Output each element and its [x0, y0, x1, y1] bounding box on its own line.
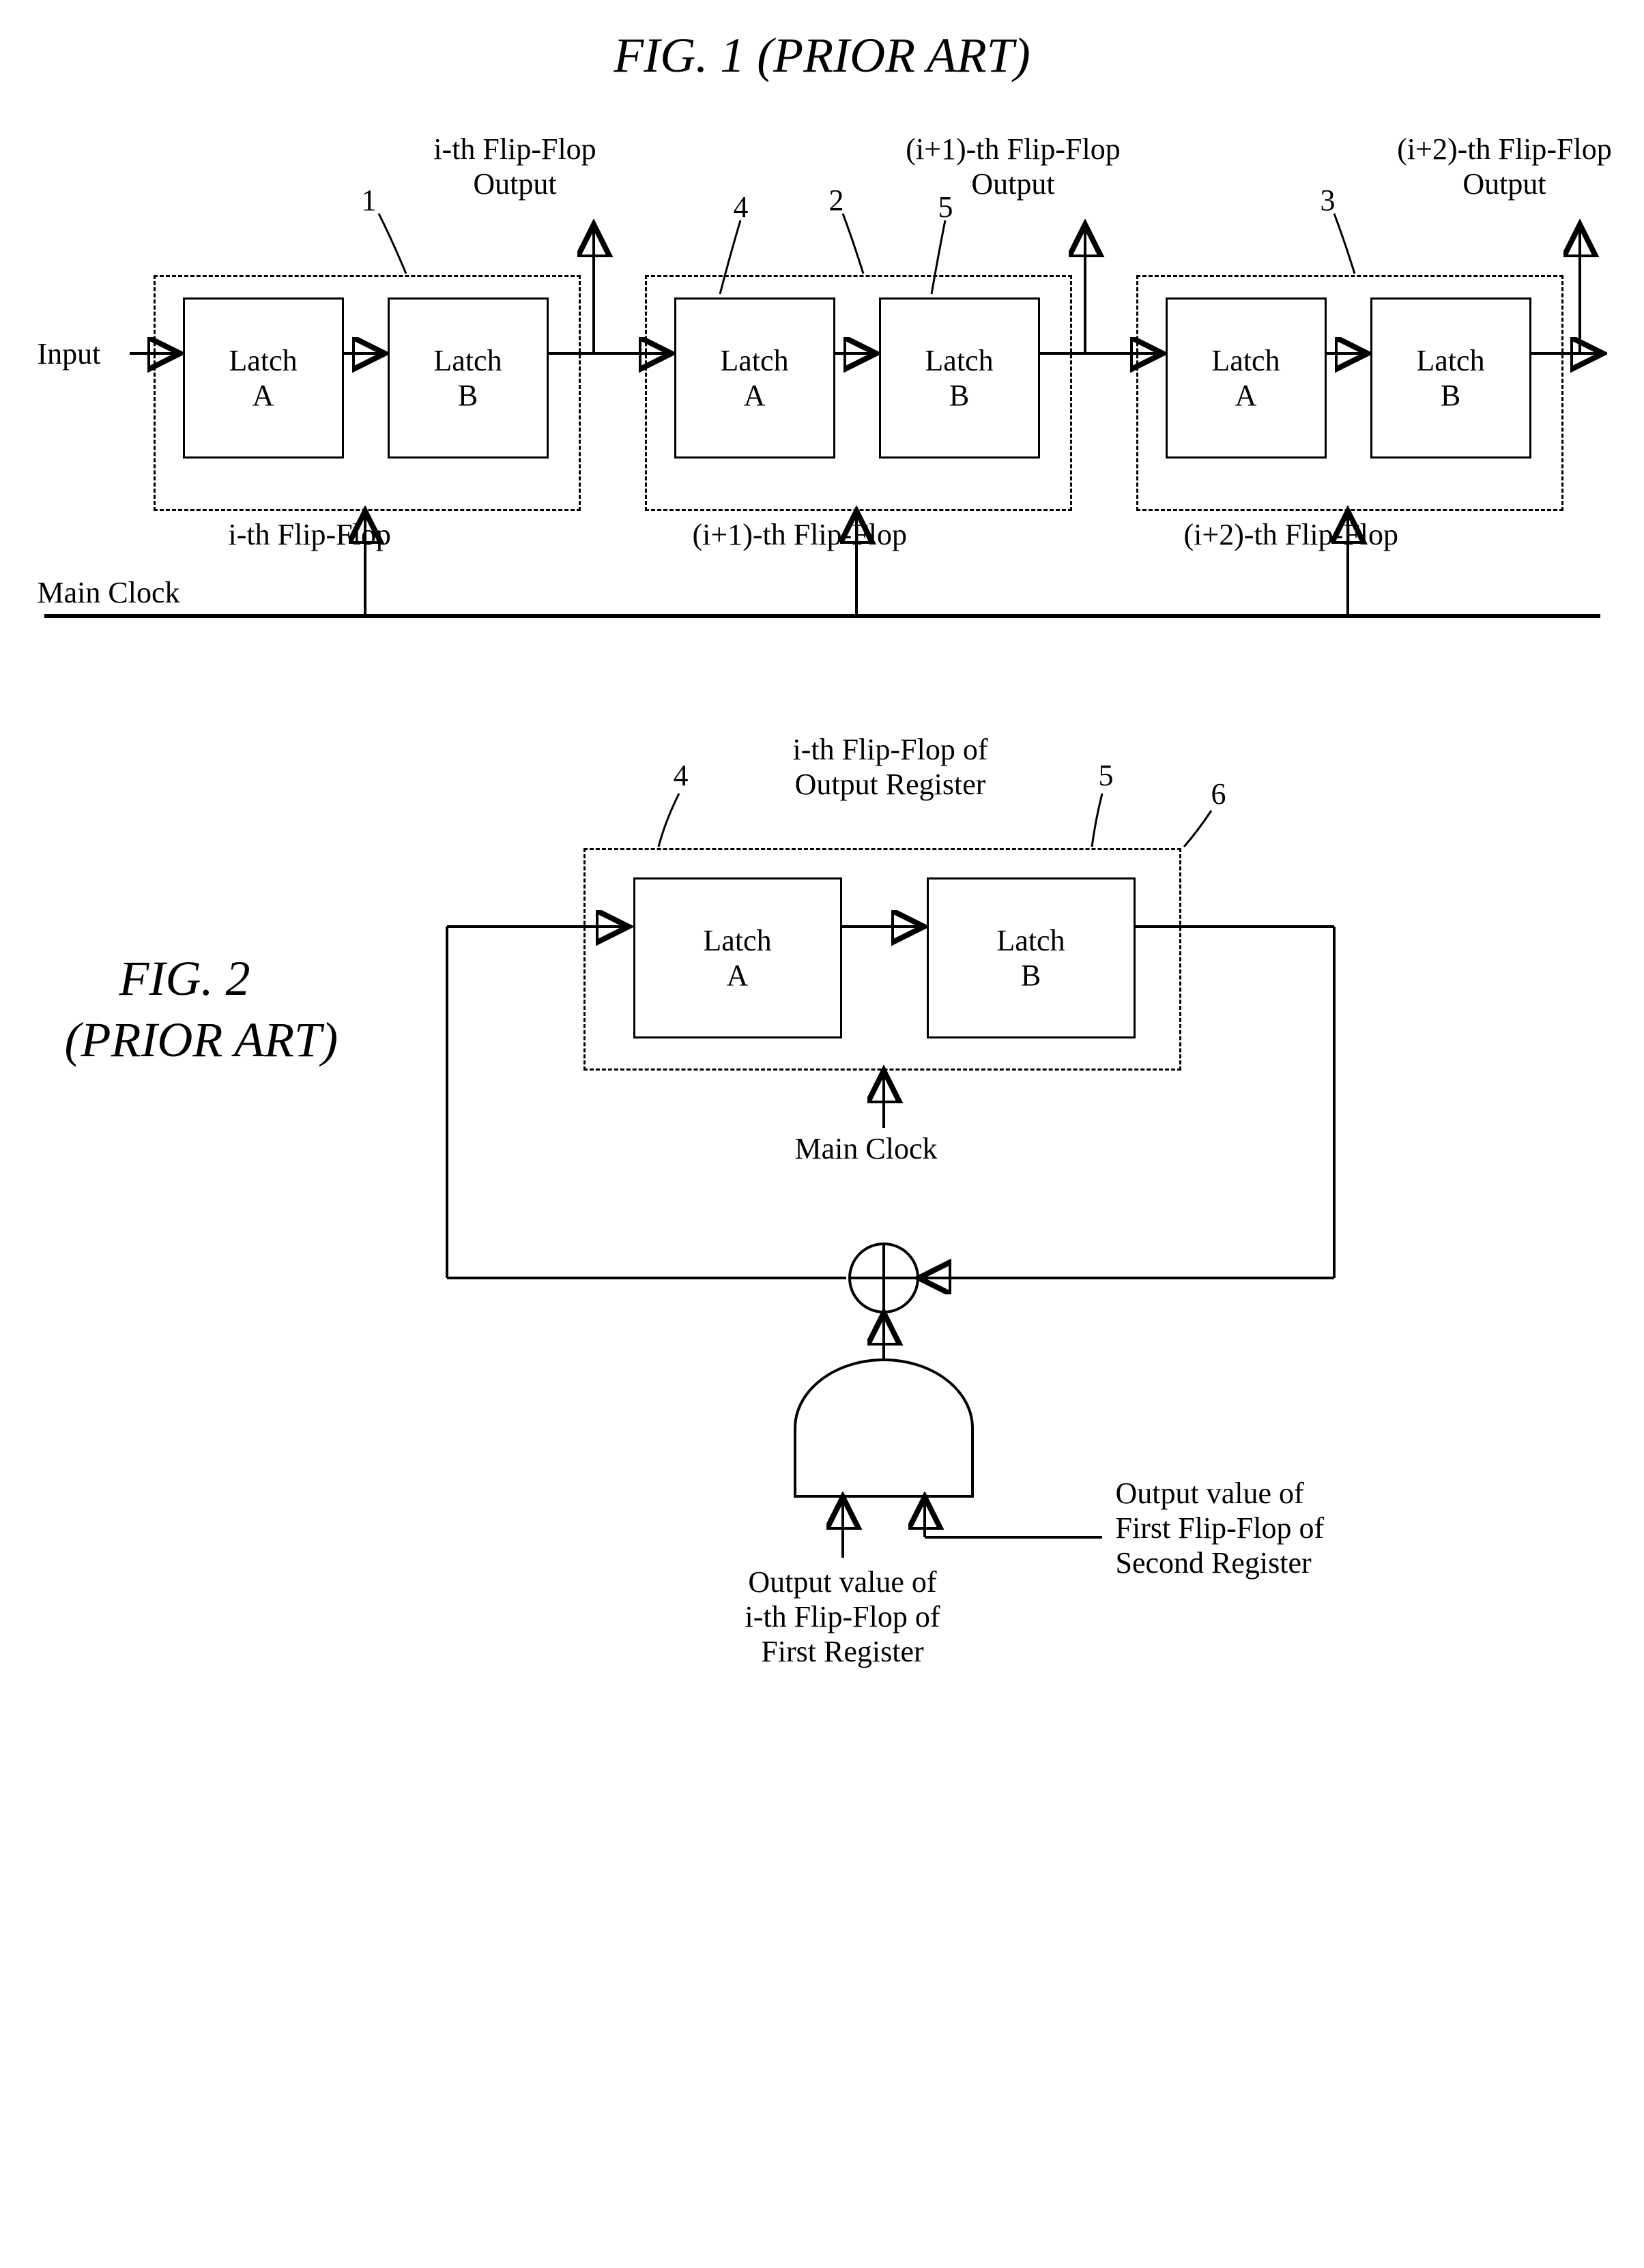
ff1-latch-b: Latch B [388, 297, 549, 459]
fig2-title-line2: (PRIOR ART) [65, 1012, 338, 1068]
ref-3: 3 [1321, 183, 1336, 218]
ref-4-fig1: 4 [734, 190, 749, 224]
ref-5-fig2: 5 [1099, 758, 1114, 793]
flipflop-3: Latch A Latch B [1136, 275, 1563, 511]
fig1-title: FIG. 1 (PRIOR ART) [27, 27, 1617, 84]
fig1-diagram: Input Main Clock i-th Flip-Flop Output (… [38, 104, 1607, 718]
fig2-latch-b: Latch B [927, 877, 1136, 1038]
flipflop-1: Latch A Latch B [154, 275, 581, 511]
ref-5-fig1: 5 [938, 190, 953, 224]
fig2-flipflop: Latch A Latch B [583, 848, 1181, 1071]
ff2-latch-a: Latch A [674, 297, 835, 459]
output-label-1: (i+1)-th Flip-Flop Output [870, 132, 1157, 201]
fig2-diagram: FIG. 2 (PRIOR ART) i-th Flip-Flop of Out… [38, 746, 1607, 1701]
ref-6: 6 [1211, 776, 1226, 811]
ff2-caption: (i+1)-th Flip-Flop [693, 517, 908, 552]
ref-2: 2 [829, 183, 844, 218]
output-label-0: i-th Flip-Flop Output [386, 132, 645, 201]
flipflop-2: Latch A Latch B [645, 275, 1072, 511]
input-label: Input [38, 336, 101, 371]
output-label-2: (i+2)-th Flip-Flop Output [1361, 132, 1644, 201]
ref-1: 1 [362, 183, 377, 218]
fig2-main-clock: Main Clock [795, 1131, 938, 1166]
ff3-caption: (i+2)-th Flip-Flop [1184, 517, 1399, 552]
ff1-caption: i-th Flip-Flop [229, 517, 391, 552]
fig2-title-line1: FIG. 2 [119, 950, 250, 1007]
ff3-latch-b: Latch B [1370, 297, 1531, 459]
fig2-right-label: Output value of First Flip-Flop of Secon… [1116, 1476, 1416, 1580]
ref-4-fig2: 4 [674, 758, 689, 793]
main-clock-label: Main Clock [38, 575, 180, 610]
fig2-latch-a: Latch A [633, 877, 842, 1038]
ff3-latch-a: Latch A [1166, 297, 1327, 459]
ff2-latch-b: Latch B [879, 297, 1040, 459]
ff1-latch-a: Latch A [183, 297, 344, 459]
fig2-bottom-label: Output value of i-th Flip-Flop of First … [693, 1565, 993, 1669]
fig2-header: i-th Flip-Flop of Output Register [720, 732, 1061, 802]
